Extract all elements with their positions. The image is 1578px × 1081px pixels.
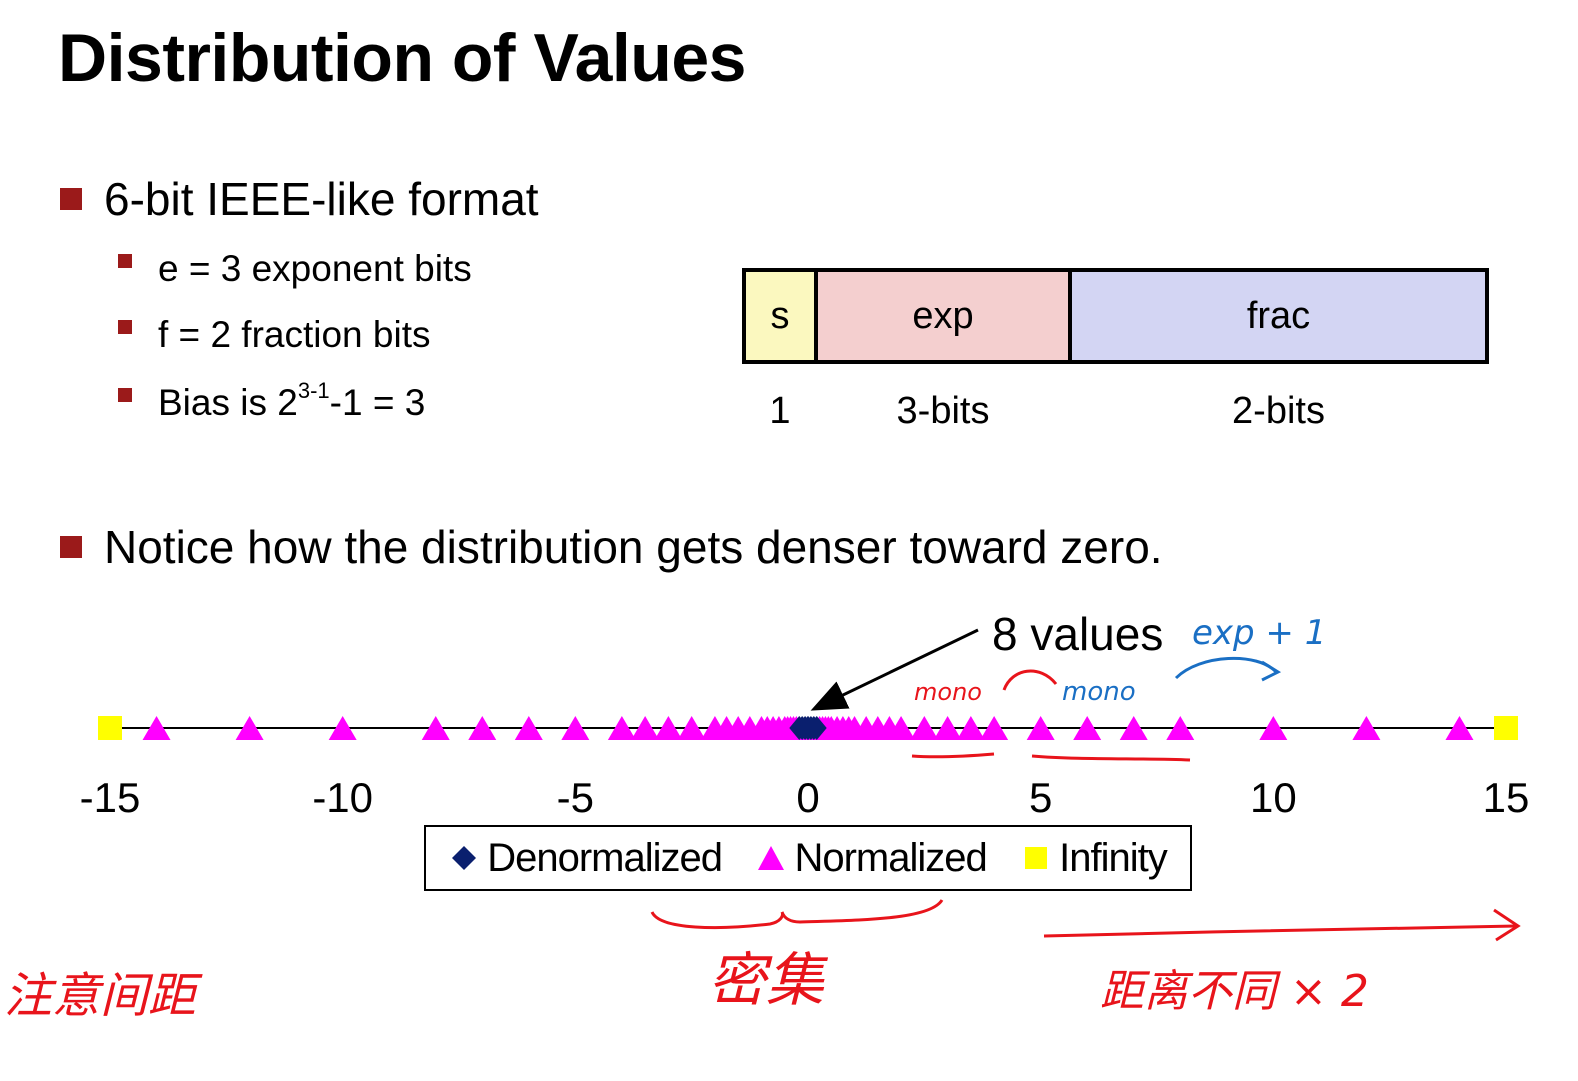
bullet-square-icon	[60, 536, 82, 558]
bullet-square-icon	[118, 254, 132, 268]
note-left: 注意间距	[4, 968, 203, 1024]
normalized-point	[1352, 716, 1381, 740]
normalized-point	[887, 716, 916, 740]
normalized-point	[561, 716, 590, 740]
square-icon	[1025, 847, 1048, 869]
annotation-arrow	[810, 628, 979, 711]
legend-denormalized: Denormalized	[449, 835, 723, 881]
normalized-point	[514, 716, 543, 740]
field-exp-label: exp	[912, 294, 974, 337]
note-brace	[650, 899, 944, 930]
normalized-point	[956, 716, 985, 740]
bullet-density-text: Notice how the distribution gets denser …	[104, 521, 1163, 573]
field-frac-label: frac	[1246, 294, 1311, 337]
bullet-density: Notice how the distribution gets denser …	[60, 520, 1163, 574]
x-tick-label: 5	[1029, 774, 1052, 821]
infinity-point	[1494, 716, 1518, 740]
bullet-format: 6-bit IEEE-like format	[60, 172, 539, 226]
normalized-point	[1073, 716, 1102, 740]
note-long-arrowhead	[1493, 908, 1521, 942]
x-tick-label: 10	[1250, 774, 1297, 821]
normalized-point	[607, 716, 636, 740]
note-underline-left	[911, 752, 995, 759]
subbullet-exponent-text: e = 3 exponent bits	[158, 248, 472, 289]
bias-text-pre: Bias is 2	[158, 382, 298, 423]
denormalized-point	[806, 716, 827, 740]
field-sign-size: 1	[769, 390, 791, 432]
chart-legend: Denormalized Normalized Infinity	[424, 825, 1192, 891]
normalized-point	[1166, 716, 1195, 740]
subbullet-fraction: f = 2 fraction bits	[118, 314, 431, 356]
normalized-point	[468, 716, 497, 740]
normalized-point	[654, 716, 683, 740]
normalized-point	[1445, 716, 1474, 740]
bullet-square-icon	[60, 188, 82, 210]
normalized-point	[235, 716, 264, 740]
handwritten-notes: exp + 1 mono mono 密集 注意间距 距离不同 × 2	[4, 613, 1521, 1024]
note-dense: 密集	[708, 946, 829, 1014]
x-tick-label: 0	[796, 774, 819, 821]
field-sign-label: s	[770, 294, 790, 337]
normalized-point	[910, 716, 939, 740]
bullet-format-text: 6-bit IEEE-like format	[104, 173, 539, 225]
infinity-point	[98, 716, 122, 740]
normalized-point	[328, 716, 357, 740]
normalized-point	[142, 716, 171, 740]
normalized-point	[1259, 716, 1288, 740]
note-right: 距离不同 × 2	[1100, 966, 1369, 1017]
note-underline-right	[1031, 754, 1191, 762]
legend-normalized-label: Normalized	[794, 835, 987, 880]
normalized-point	[1026, 716, 1055, 740]
note-exp-plus-one: exp + 1	[1192, 613, 1326, 653]
field-exp-size: 3-bits	[896, 390, 990, 432]
legend-infinity: Infinity	[1021, 835, 1168, 881]
subbullet-exponent: e = 3 exponent bits	[118, 248, 472, 290]
normalized-point	[933, 716, 962, 740]
bullet-square-icon	[118, 320, 132, 334]
x-tick-label: 15	[1483, 774, 1530, 821]
subbullet-bias-text: Bias is 23-1-1 = 3	[158, 378, 426, 424]
bias-text-post: -1 = 3	[329, 382, 426, 423]
x-tick-label: -5	[557, 774, 594, 821]
triangle-icon	[758, 846, 785, 870]
note-mono-blue: mono	[1062, 677, 1136, 707]
x-tick-label: -15	[80, 774, 141, 821]
field-sign: s	[742, 268, 818, 364]
x-tick-label: -10	[312, 774, 373, 821]
normalized-point	[421, 716, 450, 740]
note-mono-red: mono	[914, 678, 982, 706]
note-blue-arc	[1174, 656, 1278, 680]
legend-denormalized-label: Denormalized	[487, 835, 723, 880]
note-blue-arrowhead	[1261, 660, 1282, 682]
slide-title: Distribution of Values	[58, 20, 746, 96]
subbullet-fraction-text: f = 2 fraction bits	[158, 314, 431, 355]
normalized-point	[631, 716, 660, 740]
diamond-icon	[452, 846, 477, 870]
legend-infinity-label: Infinity	[1059, 835, 1168, 880]
field-frac: frac	[1068, 268, 1489, 364]
normalized-point	[980, 716, 1009, 740]
subbullet-bias: Bias is 23-1-1 = 3	[118, 378, 426, 424]
note-long-arrow	[1043, 924, 1517, 938]
bullet-square-icon	[118, 388, 132, 402]
note-red-arc	[1002, 669, 1058, 691]
legend-normalized: Normalized	[756, 835, 988, 881]
normalized-point	[1119, 716, 1148, 740]
field-frac-size: 2-bits	[1232, 390, 1325, 432]
annotation-8-values: 8 values	[992, 608, 1163, 660]
field-exp: exp	[814, 268, 1072, 364]
bias-exponent: 3-1	[297, 378, 330, 403]
normalized-point	[677, 716, 706, 740]
